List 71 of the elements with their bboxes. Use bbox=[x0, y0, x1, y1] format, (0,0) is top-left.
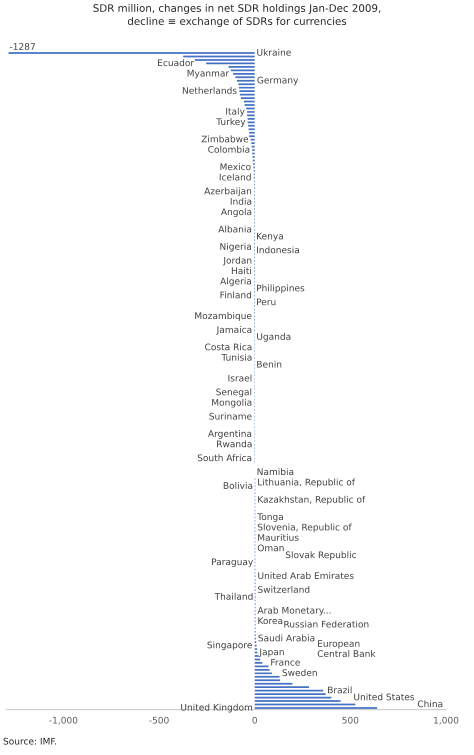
y-tick-label: Iceland bbox=[220, 174, 251, 181]
y-tick-label: Mozambique bbox=[195, 312, 252, 321]
x-tick-label: -1,000 bbox=[49, 716, 78, 725]
y-tick-label: Ukraine bbox=[257, 48, 291, 56]
y-tick-label: Benin bbox=[257, 360, 282, 368]
y-tick-label: United States bbox=[354, 693, 414, 700]
y-tick-label: Turkey bbox=[216, 118, 246, 127]
y-tick-label: Russian Federation bbox=[284, 620, 368, 628]
y-tick-label: Mauritius bbox=[258, 534, 299, 541]
y-tick-label: Uganda bbox=[257, 332, 290, 342]
y-tick-label: Argentina bbox=[208, 430, 252, 439]
y-tick-label: Jordan bbox=[222, 256, 252, 266]
y-tick-label: Sweden bbox=[282, 669, 317, 676]
x-tick-label: -500 bbox=[149, 716, 169, 724]
y-tick-label: Singapore bbox=[207, 641, 252, 650]
y-tick-label: Azerbaijan bbox=[204, 187, 252, 196]
y-tick-label: Netherlands bbox=[182, 86, 237, 94]
x-tick-label: 0 bbox=[252, 716, 257, 724]
y-tick-label: Korea bbox=[258, 617, 282, 624]
y-tick-label: Paraguay bbox=[212, 558, 254, 567]
y-tick-label: European Central Bank bbox=[318, 640, 376, 658]
y-tick-label: Kenya bbox=[257, 232, 283, 242]
y-tick-label: Rwanda bbox=[217, 440, 252, 448]
y-tick-label: Haiti bbox=[232, 267, 252, 274]
y-tick-label: Tonga bbox=[257, 513, 283, 522]
y-tick-label: Costa Rica bbox=[205, 343, 252, 350]
y-tick-label: Myanmar bbox=[188, 70, 230, 78]
y-tick-label: Japan bbox=[258, 648, 284, 658]
data-label: -1287 bbox=[10, 43, 35, 50]
y-tick-label: France bbox=[271, 658, 300, 666]
y-tick-label: United Arab Emirates bbox=[258, 572, 354, 580]
y-tick-label: Senegal bbox=[216, 388, 252, 398]
y-tick-label: Peru bbox=[257, 298, 276, 306]
y-tick-label: Germany bbox=[257, 76, 298, 86]
y-tick-label: Slovenia, Republic of bbox=[258, 524, 352, 532]
y-tick-label: Algeria bbox=[220, 278, 252, 286]
y-tick-label: Ecuador bbox=[158, 59, 194, 66]
y-tick-label: Albania bbox=[218, 226, 252, 233]
y-tick-label: Namibia bbox=[258, 468, 294, 476]
y-tick-label: Arab Monetary... bbox=[258, 606, 331, 616]
y-tick-label: Philippines bbox=[257, 284, 304, 294]
y-tick-label: Israel bbox=[228, 374, 252, 382]
y-tick-label: Bolivia bbox=[224, 482, 252, 489]
y-tick-label: Saudi Arabia bbox=[258, 634, 314, 642]
source-note: Source: IMF. bbox=[4, 738, 56, 745]
x-tick-label: 500 bbox=[342, 716, 358, 724]
y-tick-label: Indonesia bbox=[257, 246, 299, 254]
chart-title: SDR million, changes in net SDR holdings Jan-Dec 2009, decline ≡ exchange of SDRs for currencies bbox=[93, 4, 380, 28]
y-tick-label: Italy bbox=[226, 108, 245, 116]
y-tick-label: Mongolia bbox=[212, 398, 252, 408]
y-tick-label: Suriname bbox=[209, 412, 252, 420]
y-tick-label: Angola bbox=[220, 208, 252, 217]
y-tick-label: Slovak Republic bbox=[286, 551, 356, 560]
y-tick-label: Finland bbox=[220, 291, 252, 298]
y-tick-label: India bbox=[230, 198, 252, 205]
y-tick-label: Nigeria bbox=[220, 242, 251, 252]
y-tick-label: Kazakhstan, Republic of bbox=[258, 496, 366, 505]
y-tick-label: Tunisia bbox=[221, 354, 252, 361]
y-tick-label: Switzerland bbox=[258, 586, 310, 593]
y-tick-label: South Africa bbox=[198, 454, 252, 462]
y-tick-label: Zimbabwe bbox=[202, 135, 248, 142]
x-tick-label: 1,000 bbox=[434, 716, 458, 725]
y-tick-label: Colombia bbox=[208, 146, 250, 153]
y-tick-label: Lithuania, Republic of bbox=[258, 478, 356, 488]
y-tick-label: China bbox=[418, 700, 442, 708]
y-tick-label: Mexico bbox=[220, 163, 251, 170]
y-tick-label: Jamaica bbox=[216, 326, 252, 335]
y-tick-label: United Kingdom bbox=[181, 704, 252, 712]
y-tick-label: Oman bbox=[258, 544, 284, 552]
y-tick-label: Thailand bbox=[214, 592, 253, 600]
y-tick-label: Brazil bbox=[328, 686, 352, 694]
